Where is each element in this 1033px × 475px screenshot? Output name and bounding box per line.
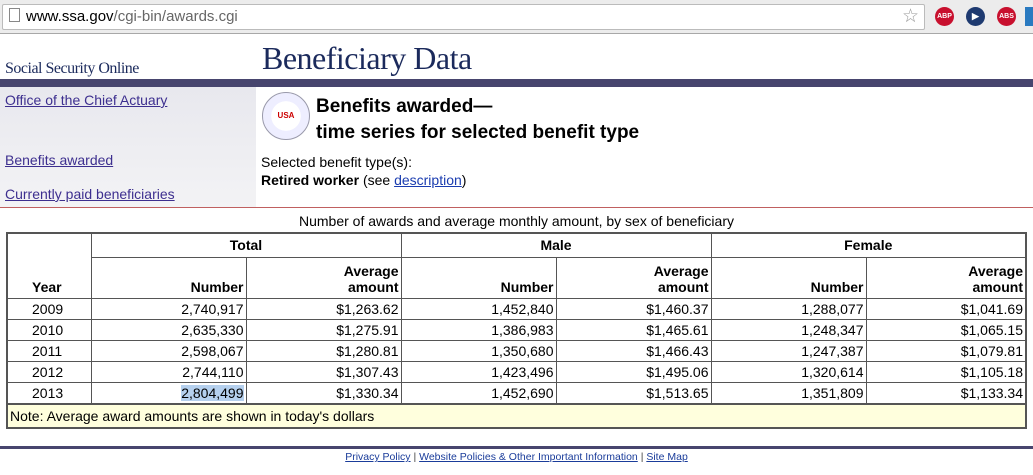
value-cell: $1,041.69 (865, 297, 1027, 320)
value-cell: 1,288,077 (710, 297, 867, 320)
value-cell: $1,513.65 (555, 381, 712, 404)
value-cell: $1,280.81 (245, 339, 402, 362)
value-cell: $1,105.18 (865, 360, 1027, 383)
table-row: 2011 2,598,067 $1,280.81 1,350,680 $1,466.43… (6, 339, 1027, 362)
selected-benefit: Selected benefit type(s): Retired worker… (261, 154, 467, 188)
website-policies-link[interactable]: Website Policies & Other Important Infor… (419, 451, 638, 463)
value-cell: 1,351,809 (710, 381, 867, 404)
year-cell: 2013 (6, 381, 92, 404)
year-cell: 2009 (6, 297, 92, 320)
value-cell: $1,330.34 (245, 381, 402, 404)
table-row: 2009 2,740,917 $1,263.62 1,452,840 $1,460.37… (6, 297, 1027, 320)
average-amount-header: Average amount (555, 256, 712, 299)
value-cell: 1,386,983 (400, 318, 557, 341)
value-cell: $1,466.43 (555, 339, 712, 362)
page-icon (9, 8, 20, 22)
description-link[interactable]: description (394, 172, 462, 188)
address-bar[interactable]: www.ssa.gov/cgi-bin/awards.cgi (2, 4, 925, 30)
sidebar: Office of the Chief Actuary Benefits awa… (0, 87, 256, 207)
value-cell: 1,248,347 (710, 318, 867, 341)
value-cell: $1,460.37 (555, 297, 712, 320)
value-cell: 2,744,110 (90, 360, 247, 383)
site-map-link[interactable]: Site Map (646, 451, 688, 463)
value-cell: 1,350,680 (400, 339, 557, 362)
value-cell: 2,598,067 (90, 339, 247, 362)
year-header: Year (6, 232, 92, 299)
number-header: Number (400, 256, 557, 299)
value-cell: 1,452,840 (400, 297, 557, 320)
year-cell: 2012 (6, 360, 92, 383)
site-name: Social Security Online (5, 60, 139, 77)
average-amount-header: Average amount (245, 256, 402, 299)
year-cell: 2010 (6, 318, 92, 341)
value-cell: 2,635,330 (90, 318, 247, 341)
awards-table: Year Total Male Female Number Average amou… (6, 232, 1027, 429)
group-header-male: Male (400, 232, 712, 258)
table-row: 2013 2,804,499 $1,330.34 1,452,690 $1,513.65… (6, 381, 1027, 404)
footer-divider (0, 446, 1033, 449)
privacy-policy-link[interactable]: Privacy Policy (345, 451, 411, 463)
value-cell: $1,495.06 (555, 360, 712, 383)
value-cell: 2,804,499 (90, 381, 247, 404)
value-cell: $1,465.61 (555, 318, 712, 341)
number-header: Number (710, 256, 867, 299)
value-cell: $1,275.91 (245, 318, 402, 341)
bookmark-star-icon[interactable]: ☆ (902, 6, 920, 27)
footer: Privacy Policy | Website Policies & Othe… (345, 451, 688, 463)
value-cell: 1,452,690 (400, 381, 557, 404)
value-cell: 1,247,387 (710, 339, 867, 362)
page-title: Beneficiary Data (262, 40, 472, 76)
adblock-plus-icon[interactable]: ABP (935, 7, 954, 26)
year-cell: 2011 (6, 339, 92, 362)
number-header: Number (90, 256, 247, 299)
adblock-icon[interactable]: ABS (997, 7, 1016, 26)
browser-toolbar: www.ssa.gov/cgi-bin/awards.cgi ☆ ABP ▶ A… (0, 0, 1033, 34)
table-caption: Number of awards and average monthly amo… (298, 213, 734, 229)
value-cell: $1,307.43 (245, 360, 402, 383)
sidebar-item-currently-paid[interactable]: Currently paid beneficiaries (5, 186, 175, 202)
media-extension-icon[interactable]: ▶ (966, 7, 985, 26)
sidebar-item-chief-actuary[interactable]: Office of the Chief Actuary (5, 92, 168, 108)
group-header-total: Total (90, 232, 402, 258)
ssa-seal-logo: USA (262, 92, 310, 140)
header-divider (0, 79, 1033, 87)
value-cell: $1,065.15 (865, 318, 1027, 341)
value-cell: $1,133.34 (865, 381, 1027, 404)
value-cell: 1,320,614 (710, 360, 867, 383)
value-cell: 1,423,496 (400, 360, 557, 383)
benefit-type: Retired worker (261, 172, 360, 188)
table-row: 2012 2,744,110 $1,307.43 1,423,496 $1,495.06… (6, 360, 1027, 383)
average-amount-header: Average amount (865, 256, 1027, 299)
value-cell: $1,079.81 (865, 339, 1027, 362)
group-header-female: Female (710, 232, 1027, 258)
value-cell: $1,263.62 (245, 297, 402, 320)
sidebar-item-benefits-awarded[interactable]: Benefits awarded (5, 152, 114, 168)
extension-icon[interactable] (1025, 7, 1033, 26)
table-row: 2010 2,635,330 $1,275.91 1,386,983 $1,465.61… (6, 318, 1027, 341)
section-heading: Benefits awarded— time series for selecte… (316, 96, 640, 143)
value-cell: 2,740,917 (90, 297, 247, 320)
divider (0, 207, 1033, 208)
table-note: Note: Average award amounts are shown in… (6, 402, 1027, 428)
selected-text: 2,804,499 (181, 384, 244, 401)
